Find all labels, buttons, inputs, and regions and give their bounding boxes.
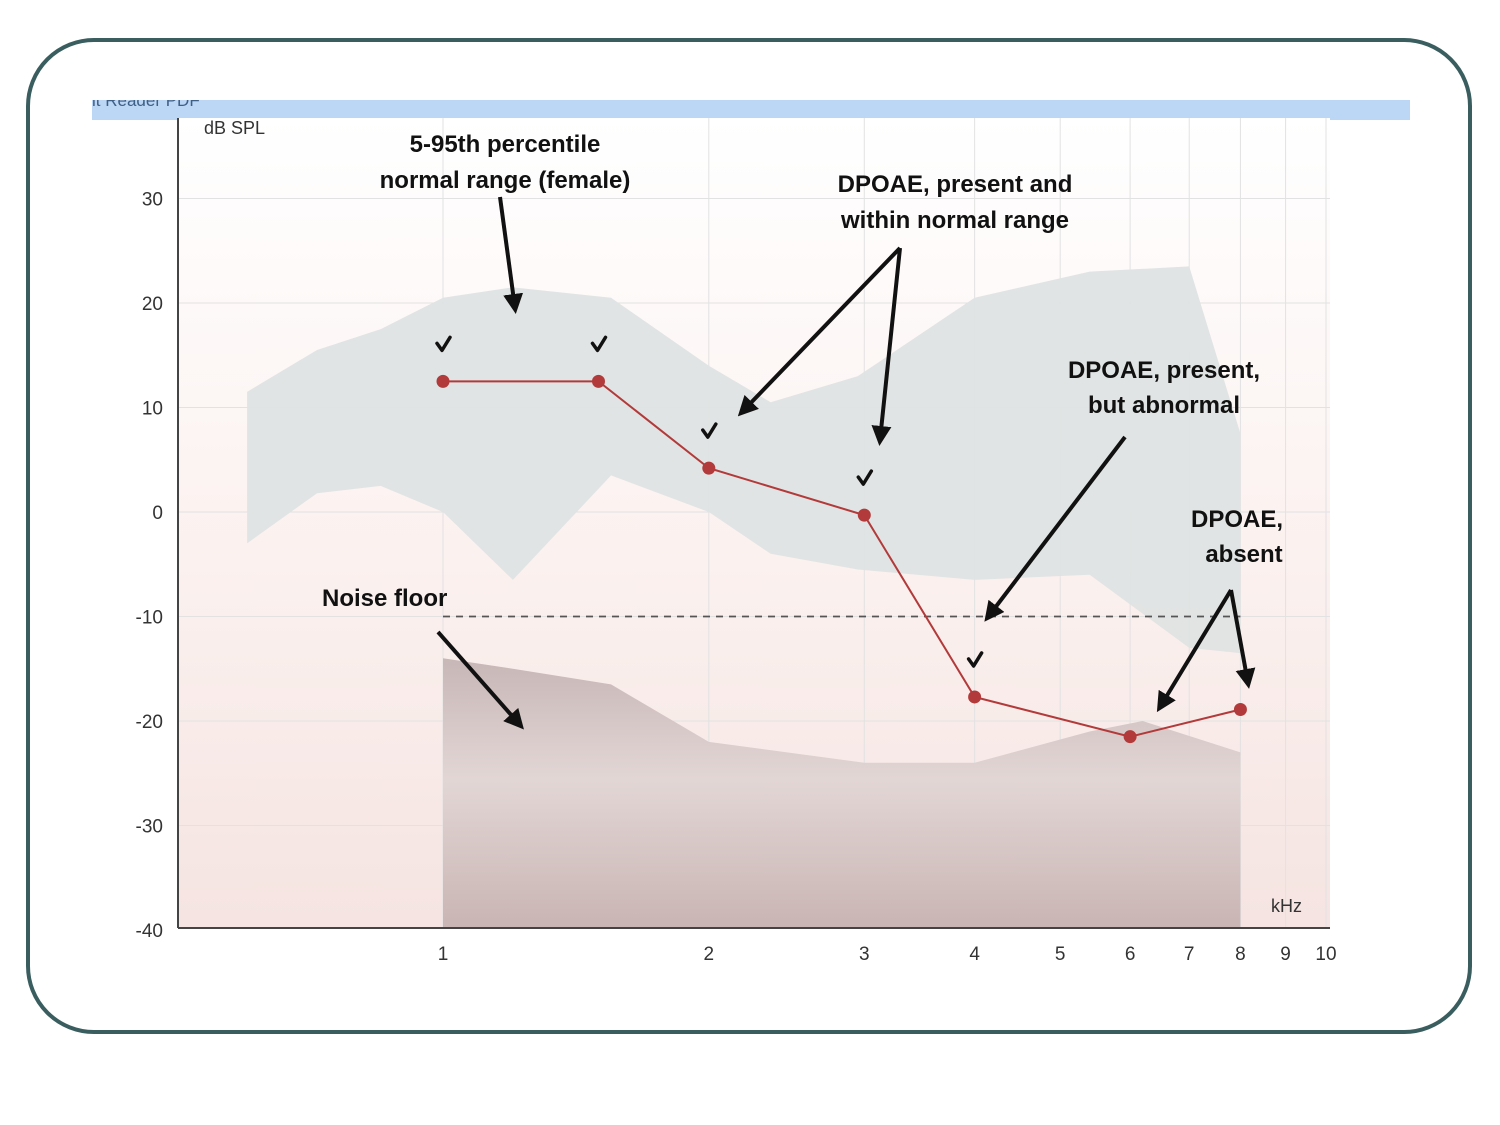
annotation-present-abnormal: DPOAE, present, but abnormal	[984, 357, 1260, 622]
check-mark-3	[856, 469, 874, 486]
annotation-normal-range: 5-95th percentile normal range (female)	[380, 131, 631, 314]
arrow-present-abnormal	[984, 435, 1127, 622]
arrow-normal-range	[498, 196, 524, 314]
annotation-noise-floor: Noise floor	[322, 585, 524, 730]
annotation-normal-range-line-2: normal range (female)	[380, 167, 631, 194]
noise-floor-area	[443, 658, 1241, 928]
y-tick-label-3: 0	[152, 503, 163, 524]
window-title: it Reader PDF	[92, 100, 200, 110]
y-tick-label-1: 20	[142, 294, 163, 315]
x-tick-label-8: 9	[1280, 944, 1291, 965]
check-mark-0	[435, 335, 452, 353]
check-mark-4	[966, 651, 984, 668]
check-mark-2	[701, 422, 718, 439]
annotation-noise-floor-label: Noise floor	[322, 585, 447, 612]
y-tick-label-2: 10	[142, 399, 163, 420]
window-title-bar: it Reader PDF	[92, 100, 1410, 120]
y-tick-label-4: -10	[136, 608, 163, 629]
x-tick-label-3: 4	[969, 944, 980, 965]
arrow-absent-8k	[1229, 589, 1256, 689]
x-tick-labels: 1 2 3 4 5 6 7 8 9 10	[438, 944, 1337, 965]
normal-range-band	[247, 266, 1241, 654]
y-tick-labels: 30 20 10 0 -10 -20 -30 -40	[136, 190, 163, 943]
x-axis-label: kHz	[1271, 896, 1302, 916]
y-tick-label-6: -30	[136, 817, 163, 838]
data-point-3	[857, 508, 871, 522]
check-marks	[435, 335, 984, 668]
data-point-0	[436, 374, 450, 388]
data-point-1	[591, 374, 605, 388]
data-point-6	[1233, 703, 1247, 717]
annotation-absent: DPOAE, absent	[1156, 506, 1283, 713]
x-tick-label-1: 2	[704, 944, 715, 965]
y-tick-label-7: -40	[136, 921, 163, 942]
data-point-5	[1123, 730, 1137, 744]
x-tick-label-7: 8	[1235, 944, 1246, 965]
annotation-normal-range-line-1: 5-95th percentile	[410, 131, 601, 158]
annotation-present-abnormal-line-2: but abnormal	[1088, 392, 1240, 419]
x-tick-label-0: 1	[438, 944, 449, 965]
x-tick-label-6: 7	[1184, 944, 1195, 965]
arrow-noise-floor	[436, 630, 524, 730]
annotation-present-abnormal-line-1: DPOAE, present,	[1068, 357, 1260, 384]
x-tick-label-9: 10	[1315, 944, 1336, 965]
y-axis-label: dB SPL	[204, 118, 265, 138]
annotation-present-normal: DPOAE, present and within normal range	[737, 171, 1073, 446]
arrow-absent-6k	[1156, 588, 1233, 713]
check-mark-1	[590, 335, 608, 353]
data-point-4	[968, 690, 982, 704]
annotation-absent-line-1: DPOAE,	[1191, 506, 1283, 533]
y-tick-label-5: -20	[136, 712, 163, 733]
arrow-present-normal-3k	[871, 247, 902, 446]
x-tick-label-5: 6	[1125, 944, 1136, 965]
x-tick-label-4: 5	[1055, 944, 1066, 965]
arrow-present-normal-2k	[737, 246, 902, 417]
annotation-present-normal-line-1: DPOAE, present and	[838, 171, 1073, 198]
data-point-2	[702, 461, 716, 475]
dpoae-series	[436, 374, 1247, 744]
y-tick-label-0: 30	[142, 190, 163, 211]
annotation-present-normal-line-2: within normal range	[840, 207, 1069, 234]
annotation-absent-line-2: absent	[1205, 541, 1282, 568]
x-tick-label-2: 3	[859, 944, 870, 965]
